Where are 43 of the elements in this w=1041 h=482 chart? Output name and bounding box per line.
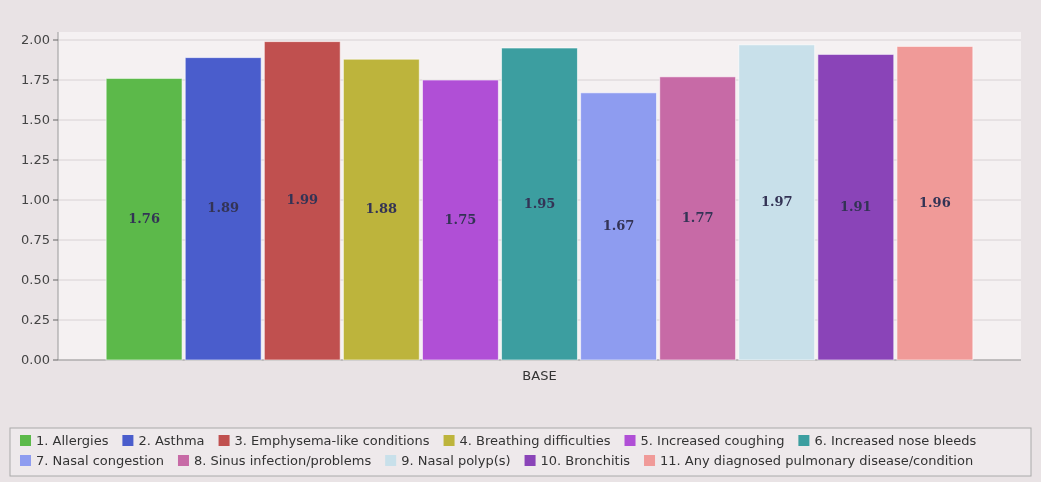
data-label: 1.89 xyxy=(207,200,240,216)
y-tick-label: 1.50 xyxy=(21,111,50,127)
legend-label: 2. Asthma xyxy=(138,432,205,448)
legend-label: 7. Nasal congestion xyxy=(36,452,164,468)
data-label: 1.88 xyxy=(365,201,398,217)
y-tick-label: 1.00 xyxy=(21,191,50,207)
legend-label: 3. Emphysema-like conditions xyxy=(234,432,430,448)
y-tick-label: 0.50 xyxy=(21,271,50,287)
data-label: 1.96 xyxy=(919,194,951,210)
y-tick-label: 1.75 xyxy=(21,71,50,87)
legend-label: 5. Increased coughing xyxy=(640,432,785,448)
bar xyxy=(105,77,183,361)
y-tick-label: 0.75 xyxy=(21,231,50,247)
bar xyxy=(501,47,578,361)
bar xyxy=(896,45,974,361)
data-label: 1.95 xyxy=(523,195,556,211)
bar xyxy=(659,76,737,361)
data-label: 1.97 xyxy=(760,193,793,209)
legend-label: 4. Breathing difficulties xyxy=(459,432,611,448)
bar xyxy=(421,79,499,361)
y-tick-label: 0.00 xyxy=(21,351,50,367)
y-tick-label: 1.25 xyxy=(21,151,50,167)
data-label: 1.91 xyxy=(839,198,872,214)
legend-label: 11. Any diagnosed pulmonary disease/condition xyxy=(660,452,974,468)
bar xyxy=(580,92,658,361)
x-tick-label: BASE xyxy=(522,368,557,383)
legend-label: 10. Bronchitis xyxy=(540,452,631,468)
data-label: 1.99 xyxy=(286,192,319,208)
bar xyxy=(738,44,816,361)
data-label: 1.76 xyxy=(128,210,160,226)
legend-label: 1. Allergies xyxy=(36,432,109,448)
data-label: 1.77 xyxy=(681,209,714,225)
bar xyxy=(342,58,420,361)
y-tick-label: 0.25 xyxy=(21,311,50,327)
bar xyxy=(817,53,895,361)
legend-label: 8. Sinus infection/problems xyxy=(193,452,372,468)
data-label: 1.75 xyxy=(444,211,477,227)
y-tick-label: 2.00 xyxy=(21,31,50,47)
legend-label: 9. Nasal polyp(s) xyxy=(401,452,511,468)
data-label: 1.67 xyxy=(602,217,635,233)
legend-label: 6. Increased nose bleeds xyxy=(814,432,977,448)
bar xyxy=(184,57,262,361)
bar xyxy=(263,41,341,361)
